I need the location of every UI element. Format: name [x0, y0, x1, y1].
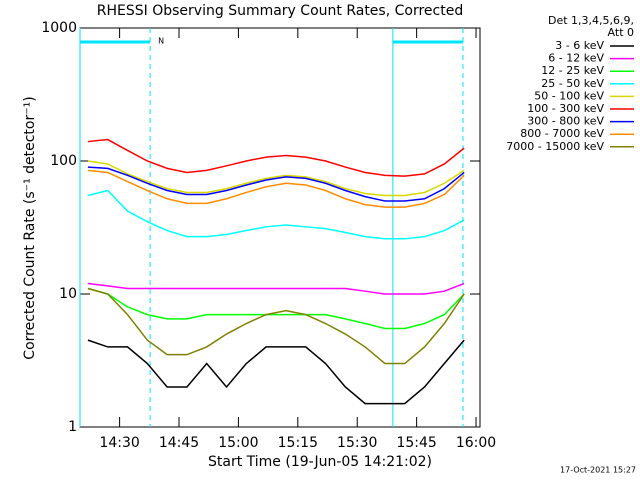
x-tick-label: 15:45 [396, 435, 436, 451]
y-tick-label: 1 [68, 419, 77, 435]
legend-label: 6 - 12 keV [548, 52, 604, 65]
series-line [87, 339, 465, 405]
timestamp: 17-Oct-2021 15:27 [560, 466, 636, 475]
series-line [87, 282, 465, 295]
x-tick-label: 15:00 [218, 435, 258, 451]
chart-title: RHESSI Observing Summary Count Rates, Co… [97, 3, 463, 19]
x-tick-label: 15:30 [337, 435, 377, 451]
legend-label: 100 - 300 keV [527, 102, 604, 115]
legend-label: 800 - 7000 keV [520, 127, 604, 140]
legend-label: 7000 - 15000 keV [506, 140, 604, 153]
legend-label: 50 - 100 keV [534, 89, 604, 102]
legend-label: 25 - 50 keV [541, 77, 604, 90]
x-tick-label: 15:15 [278, 435, 318, 451]
legend-title: Att 0 [608, 26, 634, 39]
series-line [87, 166, 465, 202]
legend-label: 12 - 25 keV [541, 64, 604, 77]
legend-title: Det 1,3,4,5,6,9, [548, 14, 634, 27]
series-line [87, 138, 465, 177]
x-tick-label: 14:45 [159, 435, 199, 451]
x-axis-label: Start Time (19-Jun-05 14:21:02) [208, 454, 432, 470]
legend-label: 3 - 6 keV [555, 39, 604, 52]
y-tick-label: 100 [50, 153, 77, 169]
x-tick-label: 14:30 [99, 435, 139, 451]
legend-label: 300 - 800 keV [527, 115, 604, 128]
night-label: N [158, 37, 164, 46]
series-line [87, 287, 465, 330]
y-axis-label: Corrected Count Rate (s⁻¹ detector⁻¹) [22, 96, 38, 359]
series-line [87, 169, 465, 208]
y-tick-label: 1000 [41, 20, 77, 36]
series-line [87, 160, 465, 197]
series-line [87, 287, 465, 365]
y-tick-label: 10 [59, 286, 77, 302]
x-tick-label: 16:00 [456, 435, 496, 451]
series-line [87, 189, 465, 240]
plot-frame [79, 27, 481, 428]
